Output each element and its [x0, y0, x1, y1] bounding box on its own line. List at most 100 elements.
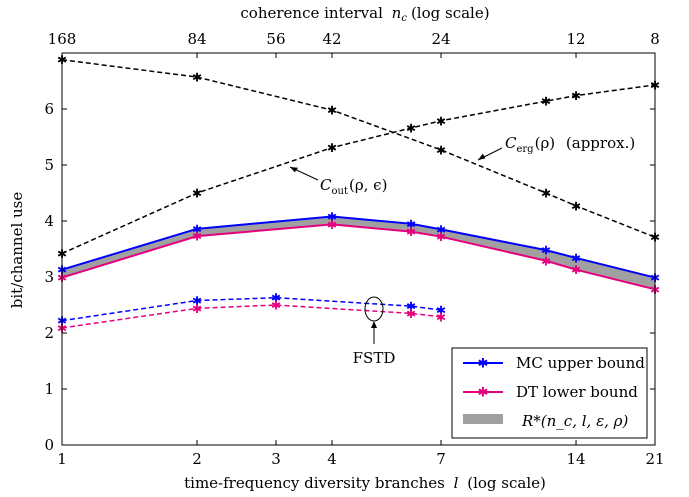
y-tick-label: 6 [44, 100, 54, 118]
annotation-c-out: Cout(ρ, ϵ) [289, 166, 387, 197]
c-out-sub: out [331, 186, 347, 197]
c-out-arrow-head [290, 167, 298, 173]
data-point-mc: ✱ [192, 222, 202, 236]
data-point-mc_fstd: ✱ [436, 304, 446, 318]
data-point-c_out: ✱ [541, 95, 551, 109]
legend-label-mc: MC upper bound [516, 354, 645, 372]
c-erg-rest: (ρ) [535, 134, 556, 152]
series-dt_fstd: ✱✱ ✱✱ ✱ [57, 299, 446, 336]
data-point-dt: ✱ [571, 263, 581, 277]
data-point-dt_fstd: ✱ [192, 302, 202, 316]
y-tick-label: 4 [44, 212, 54, 230]
data-point-mc: ✱ [327, 210, 337, 224]
svg-text:✱: ✱ [478, 386, 489, 401]
series-line-mc [61, 215, 656, 279]
data-point-mc_fstd: ✱ [406, 300, 416, 314]
top-axis-title-var: n [392, 4, 402, 22]
data-point-dt: ✱ [541, 254, 551, 268]
y-tick-label: 1 [44, 380, 54, 398]
data-point-c_erg: ✱ [541, 187, 551, 201]
data-point-c_erg: ✱ [571, 199, 581, 213]
y-axis-title: bit/channel use [8, 192, 26, 309]
series-line-mc_fstd [61, 296, 442, 322]
top-axis-title-text: coherence interval [240, 4, 383, 22]
c-out-rest: (ρ, ϵ) [349, 176, 387, 194]
data-point-mc: ✱ [571, 251, 581, 265]
legend: ✱ MC upper bound ✱ DT lower bound R*(n_c… [451, 347, 648, 439]
data-point-mc: ✱ [436, 223, 446, 237]
svg-text:Cerg(ρ) (approx.): Cerg(ρ) (approx.) [505, 134, 635, 155]
series-line-c_out [61, 84, 656, 255]
top-tick-label: 168 [48, 30, 77, 48]
x-tick-label: 7 [436, 450, 446, 468]
data-point-c_out: ✱ [436, 114, 446, 128]
series-line-dt_fstd [61, 304, 442, 329]
svg-text:Cout(ρ, ϵ): Cout(ρ, ϵ) [320, 176, 387, 197]
fstd-ellipse [364, 296, 384, 322]
fstd-label: FSTD [353, 349, 396, 367]
data-point-dt_fstd: ✱ [406, 307, 416, 321]
data-point-c_out: ✱ [406, 122, 416, 136]
data-point-dt_fstd: ✱ [271, 299, 281, 313]
data-point-dt: ✱ [327, 218, 337, 232]
legend-label-band: R*(n_c, l, ε, ρ) [521, 412, 628, 430]
top-tick-label: 42 [322, 30, 341, 48]
c-erg-sub: erg [516, 144, 534, 155]
c-erg-main: C [505, 134, 517, 152]
series-dt: ✱✱✱✱ ✱✱✱✱ [57, 218, 660, 297]
series-line-dt [61, 223, 656, 291]
bottom-axis-title-text: time-frequency diversity branches [184, 474, 445, 492]
y-tick-label: 5 [44, 156, 54, 174]
c-erg-suffix: (approx.) [566, 134, 635, 152]
data-point-c_erg: ✱ [327, 104, 337, 118]
top-axis-title-suffix: (log scale) [411, 4, 490, 22]
top-tick-label: 56 [266, 30, 285, 48]
top-tick-label: 24 [431, 30, 450, 48]
bottom-axis-title: time-frequency diversity branches l (log… [184, 474, 546, 492]
x-tick-label: 2 [192, 450, 202, 468]
x-tick-label: 14 [566, 450, 585, 468]
legend-entry-dt: ✱ DT lower bound [463, 383, 638, 401]
plot-frame [61, 52, 656, 446]
top-tick-label: 84 [187, 30, 206, 48]
data-point-c_erg: ✱ [436, 143, 446, 157]
data-point-c_out: ✱ [192, 187, 202, 201]
c-out-main: C [320, 176, 332, 194]
data-point-c_out: ✱ [571, 89, 581, 103]
x-tick-label: 4 [327, 450, 337, 468]
bottom-axis-title-suffix: (log scale) [467, 474, 546, 492]
data-point-mc_fstd: ✱ [192, 294, 202, 308]
svg-text:✱: ✱ [478, 357, 489, 372]
data-point-mc_fstd: ✱ [271, 291, 281, 305]
data-point-dt: ✱ [406, 225, 416, 239]
legend-label-dt: DT lower bound [516, 383, 638, 401]
c-erg-arrow-head [478, 153, 486, 160]
top-axis-title-sub: c [401, 13, 407, 24]
bottom-axis-title-var: l [454, 474, 459, 492]
data-point-mc: ✱ [541, 244, 551, 258]
series-layer: ✱✱✱✱ ✱✱✱✱✱✱✱✱ ✱✱✱✱✱✱ ✱✱ ✱✱✱ ✱✱ ✱✱✱✱✱✱✱ ✱✱✱✱✱✱✱✱… [57, 53, 660, 335]
data-point-c_erg: ✱ [192, 71, 202, 85]
top-axis-title: coherence interval nc (log scale) [240, 4, 489, 24]
top-tick-label: 8 [650, 30, 660, 48]
y-tick-label: 2 [44, 324, 54, 342]
data-point-c_out: ✱ [327, 141, 337, 155]
data-point-mc: ✱ [406, 217, 416, 231]
x-tick-label: 21 [645, 450, 664, 468]
x-tick-label: 1 [57, 450, 67, 468]
legend-entry-mc: ✱ MC upper bound [463, 354, 645, 372]
data-point-dt: ✱ [192, 230, 202, 244]
data-point-dt_fstd: ✱ [436, 310, 446, 324]
fstd-arrow-head [371, 321, 377, 328]
annotation-c-erg: Cerg(ρ) (approx.) [477, 134, 635, 161]
series-line-c_erg [61, 58, 656, 238]
series-mc_fstd: ✱✱ ✱✱ ✱ [57, 291, 446, 328]
y-tick-label: 0 [44, 436, 54, 454]
annotation-fstd: FSTD [353, 296, 396, 367]
top-tick-label: 12 [566, 30, 585, 48]
y-tick-label: 3 [44, 268, 54, 286]
series-c_out: ✱✱✱✱✱✱ ✱✱ [57, 78, 660, 261]
data-point-dt: ✱ [436, 230, 446, 244]
